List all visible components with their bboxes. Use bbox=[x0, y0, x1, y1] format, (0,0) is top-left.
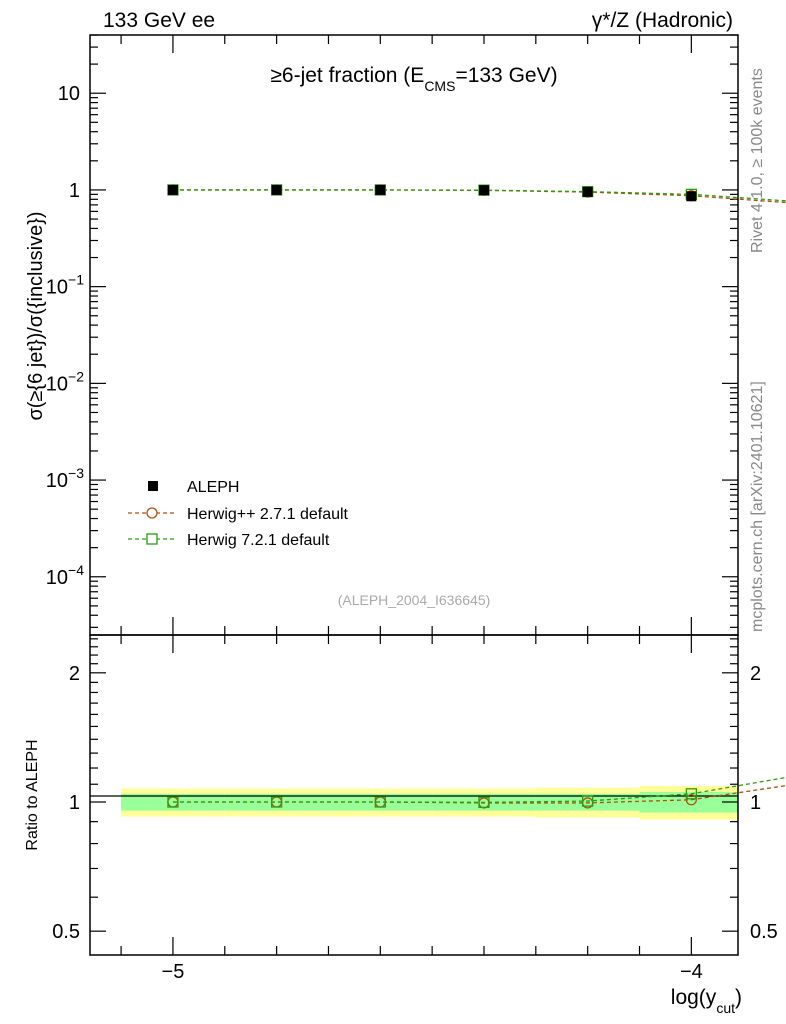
legend-entry-herwigpp: Herwig++ 2.7.1 default bbox=[128, 506, 349, 523]
ratio-y-tick-label: 1 bbox=[69, 792, 80, 814]
tick-base: 1 bbox=[69, 180, 80, 202]
xlabel-text-end: ) bbox=[735, 986, 742, 1009]
tick-base: 10 bbox=[58, 83, 80, 105]
ratio-series-herwig7 bbox=[167, 776, 786, 809]
legend-marker-aleph bbox=[148, 481, 158, 491]
point-data bbox=[271, 184, 282, 195]
legend-entry-aleph: ALEPH bbox=[148, 479, 239, 496]
xlabel-text: log(y bbox=[671, 986, 717, 1009]
legend: ALEPH Herwig++ 2.7.1 default Herwig 7.2.… bbox=[128, 479, 349, 549]
title-text: ≥6-jet fraction (E bbox=[270, 64, 424, 87]
main-y-tick-label: 1 bbox=[69, 180, 80, 202]
ratio-band-inner-bin bbox=[224, 793, 329, 811]
point-data bbox=[686, 191, 697, 202]
tick-base: 10 bbox=[46, 373, 68, 395]
ratio-uncertainty-bands bbox=[121, 785, 738, 820]
ratio-point-herwig7 bbox=[374, 796, 386, 808]
main-ylabel: σ(≥{6 jet})/σ({inclusive}) bbox=[25, 211, 47, 420]
series-herwigpp bbox=[167, 184, 786, 204]
tick-base: 10 bbox=[46, 277, 68, 299]
tick-exponent: −3 bbox=[68, 465, 84, 481]
tick-exponent: −1 bbox=[68, 272, 84, 288]
x-tick-label: −4 bbox=[680, 961, 703, 983]
legend-label-herwigpp: Herwig++ 2.7.1 default bbox=[187, 506, 349, 523]
main-x-ticks bbox=[120, 35, 692, 635]
ratio-y-ticks: 0.5 0.5 1 1 2 2 bbox=[52, 638, 778, 943]
ratio-y-tick-label-right: 2 bbox=[750, 663, 761, 685]
x-tick-label: −5 bbox=[162, 961, 185, 983]
series-line-herwig7 bbox=[172, 189, 786, 202]
main-y-tick-label: 10 bbox=[58, 83, 80, 105]
ratio-point-herwig7 bbox=[167, 796, 179, 808]
x-axis-label: log(ycut) bbox=[671, 986, 742, 1016]
point-data bbox=[375, 184, 386, 195]
ratio-band-inner-bin bbox=[639, 792, 738, 813]
point-data bbox=[582, 186, 593, 197]
main-title: ≥6-jet fraction (ECMS=133 GeV) bbox=[270, 64, 557, 94]
series-line-herwigpp bbox=[172, 189, 786, 204]
legend-entry-herwig7: Herwig 7.2.1 default bbox=[128, 532, 330, 549]
ratio-y-tick-label: 0.5 bbox=[52, 921, 80, 943]
main-y-tick-label: 10−3 bbox=[46, 465, 84, 492]
rivet-version-label: Rivet 4.1.0, ≥ 100k events bbox=[749, 68, 766, 253]
main-y-tick-label: 10−4 bbox=[46, 562, 84, 589]
point-data bbox=[478, 185, 489, 196]
xlabel-subscript: cut bbox=[716, 1000, 735, 1016]
ratio-point-herwig7 bbox=[582, 795, 594, 807]
ratio-point-herwig7 bbox=[478, 796, 490, 809]
tick-exponent: −2 bbox=[68, 368, 84, 384]
series-herwig7 bbox=[167, 184, 786, 202]
ratio-ylabel: Ratio to ALEPH bbox=[24, 739, 41, 850]
legend-label-herwig7: Herwig 7.2.1 default bbox=[187, 532, 330, 549]
tick-exponent: −4 bbox=[68, 562, 84, 578]
main-y-tick-label: 10−1 bbox=[46, 272, 84, 299]
main-panel: ≥6-jet fraction (ECMS=133 GeV) σ(≥{6 jet… bbox=[25, 34, 786, 636]
title-subscript: CMS bbox=[424, 78, 455, 94]
ratio-point-herwigpp bbox=[685, 794, 697, 806]
ratio-band-inner-bin bbox=[328, 793, 433, 811]
legend-marker-herwig7 bbox=[146, 533, 158, 545]
legend-label-aleph: ALEPH bbox=[187, 479, 239, 496]
ratio-point-herwig7 bbox=[685, 788, 697, 800]
ratio-series bbox=[167, 776, 786, 809]
analysis-id-watermark: (ALEPH_2004_I636645) bbox=[338, 592, 491, 608]
tick-base: 10 bbox=[46, 567, 68, 589]
ratio-line-herwig7 bbox=[172, 776, 786, 804]
ratio-point-herwig7 bbox=[270, 796, 283, 808]
ratio-frame bbox=[89, 634, 739, 956]
main-series bbox=[167, 184, 786, 204]
legend-marker-herwigpp bbox=[146, 507, 158, 519]
ratio-x-ticks: −5−4−3 bbox=[120, 635, 703, 983]
title-text-end: =133 GeV) bbox=[455, 64, 557, 87]
ratio-y-tick-label-right: 0.5 bbox=[750, 921, 778, 943]
series-data bbox=[167, 184, 697, 202]
channel-label: γ*/Z (Hadronic) bbox=[592, 9, 733, 32]
ratio-y-tick-label: 2 bbox=[69, 663, 80, 685]
main-y-tick-label: 10−2 bbox=[46, 368, 84, 395]
process-label: 133 GeV ee bbox=[103, 9, 215, 32]
tick-base: 10 bbox=[46, 470, 68, 492]
point-data bbox=[167, 184, 178, 195]
mcplots-url-label: mcplots.cern.ch [arXiv:2401.10621] bbox=[749, 381, 766, 632]
ratio-band-inner-bin bbox=[535, 793, 640, 811]
ratio-y-tick-label-right: 1 bbox=[750, 792, 761, 814]
